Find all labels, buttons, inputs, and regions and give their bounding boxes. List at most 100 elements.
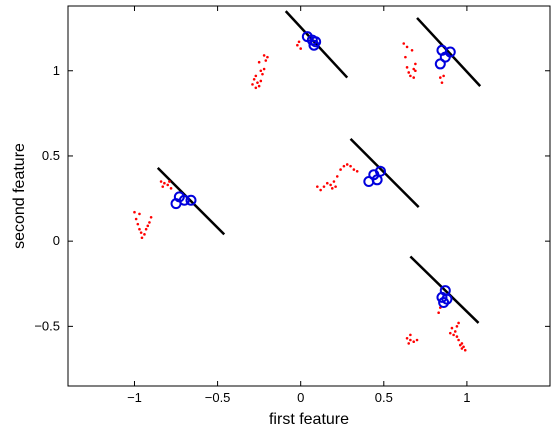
red-dot-point [409, 74, 412, 78]
red-dot-point [169, 187, 173, 190]
red-dot-point [262, 67, 266, 71]
red-dot-point [414, 69, 417, 73]
red-dot-point [402, 42, 406, 45]
red-dot-point [412, 340, 416, 343]
y-tick-label: 0.5 [42, 148, 60, 163]
red-dot-point [349, 164, 352, 168]
fit-line-4 [416, 17, 482, 87]
fit-line-1 [156, 166, 226, 236]
red-dot-point [335, 175, 339, 178]
x-tick-label: 0 [297, 390, 304, 405]
red-dot-point [329, 183, 332, 187]
red-dot-point [143, 233, 146, 236]
blue-circle-point [185, 194, 197, 206]
red-dot-point [296, 43, 299, 47]
red-dot-point [159, 180, 163, 183]
red-dot-point [460, 342, 464, 345]
red-dot-point [261, 72, 264, 76]
red-dot-point [254, 86, 258, 90]
red-dot-point [415, 338, 419, 342]
red-dot-point [262, 54, 266, 57]
red-dot-point [452, 333, 455, 337]
red-dot-point [342, 164, 346, 168]
red-dot-point [450, 326, 454, 330]
red-dot-point [407, 342, 411, 345]
red-dot-point [440, 81, 444, 84]
red-dot-point [256, 81, 259, 84]
red-dot-point [254, 74, 258, 78]
red-dot-point [264, 59, 268, 62]
red-dot-point [138, 227, 141, 231]
red-dot-point [414, 62, 417, 66]
red-dot-point [409, 338, 412, 342]
x-tick-label: −0.5 [205, 390, 231, 405]
red-dot-point [462, 345, 465, 349]
red-dot-point [299, 47, 302, 50]
red-dot-point [448, 331, 452, 335]
plot-area [67, 5, 551, 387]
blue-circle-point [374, 165, 386, 177]
red-dot-point [334, 185, 337, 188]
red-dot-point [404, 55, 407, 59]
red-dot-point [138, 212, 141, 216]
red-dot-point [355, 169, 359, 173]
red-dot-point [163, 181, 166, 185]
red-dot-point [297, 40, 301, 44]
axis-ticks [68, 6, 550, 386]
red-dot-point [405, 66, 409, 69]
x-tick-label: −1 [127, 390, 142, 405]
red-dot-point [332, 180, 336, 183]
red-dot-point [352, 168, 356, 171]
red-dot-point [257, 84, 261, 88]
red-dot-point [405, 336, 409, 340]
fit-line-5 [409, 255, 480, 324]
red-dot-point [252, 77, 256, 81]
red-dot-point [148, 221, 151, 224]
red-dot-point [410, 49, 414, 52]
y-axis-label: second feature [11, 143, 28, 249]
y-tick-label: −0.5 [34, 318, 60, 333]
red-dot-point [259, 79, 263, 83]
red-dot-point [259, 69, 263, 73]
red-dot-point [455, 335, 459, 338]
red-dot-point [463, 348, 467, 352]
red-dot-point [136, 222, 140, 226]
blue-circle-point [444, 46, 456, 58]
red-dot-point [412, 76, 416, 79]
y-tick-label: 0 [53, 233, 60, 248]
red-dot-point [146, 224, 150, 228]
red-dot-point [133, 210, 136, 214]
red-dot-point [407, 71, 411, 74]
red-dot-point [412, 67, 416, 71]
x-axis-label: first feature [269, 411, 349, 428]
red-dot-point [149, 216, 153, 219]
red-dot-point [251, 83, 254, 86]
red-dot-point [266, 55, 269, 59]
red-dot-point [455, 325, 459, 328]
red-dot-point [442, 74, 445, 78]
red-dot-point [457, 321, 460, 325]
y-tick-label: 1 [53, 63, 60, 78]
x-tick-label: 0.5 [375, 390, 393, 405]
red-dot-point [345, 163, 349, 166]
red-dot-point [453, 330, 457, 333]
red-dot-point [134, 217, 138, 221]
red-dot-point [325, 181, 329, 185]
blue-circle-point [178, 194, 190, 206]
red-dot-point [339, 168, 342, 171]
plot-frame [67, 5, 551, 387]
red-dot-point [319, 188, 322, 192]
red-dot-point [405, 45, 409, 49]
x-tick-label: 1 [463, 390, 470, 405]
fit-line-2 [284, 10, 349, 79]
red-dot-point [460, 347, 464, 350]
red-dot-point [144, 227, 148, 231]
red-dot-point [166, 183, 170, 187]
blue-circle-point [441, 293, 453, 305]
red-dot-point [140, 236, 144, 240]
red-dot-point [161, 185, 165, 188]
red-dot-point [409, 333, 412, 337]
red-dot-point [257, 60, 261, 64]
red-dot-point [168, 180, 171, 183]
